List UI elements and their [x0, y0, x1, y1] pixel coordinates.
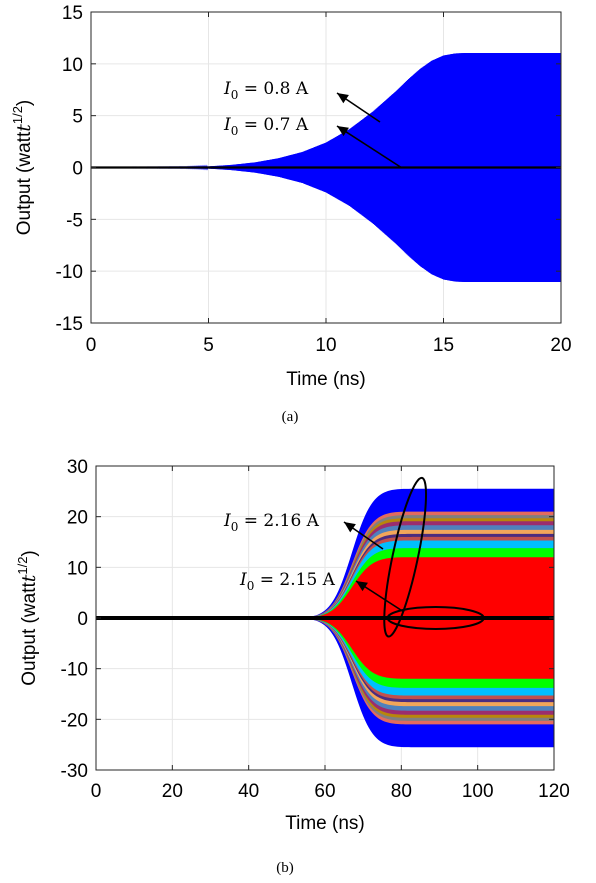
y-axis-label-close: ): [14, 100, 35, 106]
annotation-symbol: I: [223, 79, 231, 99]
ellipse-2.16A: [383, 476, 428, 638]
x-tick-label: 120: [538, 781, 570, 802]
annotation-value: = 2.16 A: [238, 511, 319, 531]
annotation-0.7A: I0 = 0.7 A: [223, 115, 309, 138]
arrow-0.8A-head: [337, 93, 349, 104]
annotation-subscript: 0: [231, 520, 239, 534]
annotation-symbol: I: [223, 115, 231, 135]
y-tick-label: 15: [62, 3, 83, 24]
annotation-subscript: 0: [247, 579, 255, 593]
figure-caption: (b): [276, 860, 294, 876]
y-tick-label: -30: [61, 761, 88, 782]
x-tick-label: 80: [391, 781, 412, 802]
y-tick-label: 0: [77, 609, 88, 630]
y-axis-label-exp: 1/2: [10, 106, 25, 124]
x-tick-label: 15: [433, 335, 454, 356]
annotation-value: = 0.8 A: [238, 79, 308, 99]
y-tick-label: -15: [56, 314, 83, 335]
arrow-0.7A: [336, 125, 403, 169]
y-tick-label: -20: [61, 710, 88, 731]
y-axis-label-t: t: [13, 124, 35, 132]
x-tick-label: 100: [462, 781, 494, 802]
annotation-0.8A: I0 = 0.8 A: [223, 79, 309, 102]
y-axis-label-main: Output (watt: [14, 131, 35, 235]
x-tick-label: 0: [86, 335, 97, 356]
x-tick-label: 60: [314, 781, 335, 802]
y-tick-label: 0: [72, 159, 83, 180]
chart-a: 0 5 10 15 20 15 10 5 0 -5 -10 -15 Time (ns) Output (w…: [10, 3, 572, 425]
annotation-symbol: I: [239, 570, 247, 590]
annotation-symbol: I: [223, 511, 231, 531]
y-axis-label-t: t: [18, 574, 40, 582]
y-tick-label: -5: [66, 210, 83, 231]
y-axis-label: Output (wattt1/2): [10, 100, 35, 236]
y-axis-label: Output (wattt1/2): [15, 550, 40, 686]
arrow-2.15A-head: [356, 581, 368, 592]
x-tick-label: 20: [162, 781, 183, 802]
annotation-subscript: 0: [231, 88, 239, 102]
x-tick-label: 20: [550, 335, 571, 356]
x-tick-label: 10: [315, 335, 336, 356]
x-axis-label: Time (ns): [286, 369, 366, 390]
x-axis-label: Time (ns): [285, 813, 365, 834]
figure-caption: (a): [282, 409, 299, 425]
annotation-value: = 2.15 A: [254, 570, 335, 590]
x-tick-label: 0: [91, 781, 102, 802]
y-axis-label-close: ): [19, 550, 40, 556]
annotation-subscript: 0: [231, 124, 239, 138]
arrow-0.7A-head: [337, 126, 349, 137]
annotation-value: = 0.7 A: [238, 115, 308, 135]
y-tick-label: 10: [67, 558, 88, 579]
x-tick-label: 40: [238, 781, 259, 802]
annotation-2.15A: I0 = 2.15 A: [239, 570, 336, 593]
y-tick-label: -10: [56, 262, 83, 283]
y-tick-label: 10: [62, 55, 83, 76]
y-axis-label-exp: 1/2: [15, 557, 30, 575]
y-tick-label: 5: [72, 107, 83, 128]
y-tick-label: -10: [61, 660, 88, 681]
y-tick-label: 20: [67, 508, 88, 529]
y-tick-label: 30: [67, 457, 88, 478]
x-tick-label: 5: [203, 335, 214, 356]
y-axis-label-main: Output (watt: [19, 582, 40, 686]
arrow-2.16A-head: [344, 522, 356, 533]
ellipse-2.15A: [386, 606, 485, 630]
annotation-2.16A: I0 = 2.16 A: [223, 511, 320, 534]
